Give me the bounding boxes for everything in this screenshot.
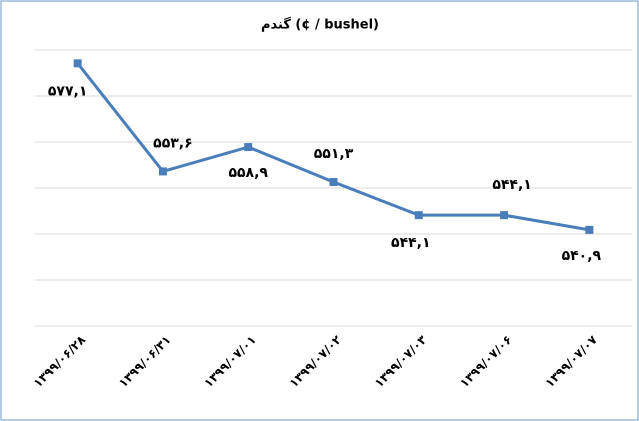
data-label: ۵۵۱,۳ [314,146,354,162]
marker [585,225,594,234]
marker [414,211,423,220]
data-label: ۵۵۳,۶ [153,135,193,151]
data-label: ۵۴۴,۱ [391,235,431,251]
marker [244,143,253,152]
data-label: ۵۷۷,۱ [48,83,88,99]
data-label: ۵۴۴,۱ [492,177,532,193]
marker [158,167,167,176]
data-label: ۵۴۰,۹ [562,248,602,264]
marker [329,178,338,187]
marker [500,211,509,220]
data-label: ۵۵۸,۹ [228,165,268,181]
chart-title: گندم (¢ / bushel) [261,17,379,33]
marker [73,59,82,68]
